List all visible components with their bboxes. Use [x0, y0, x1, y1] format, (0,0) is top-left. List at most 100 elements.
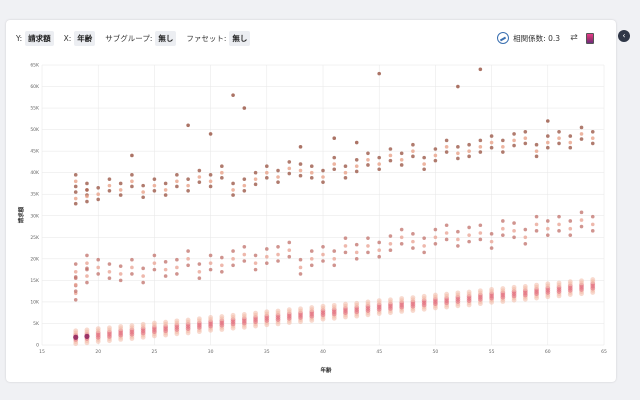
data-point	[220, 263, 224, 268]
data-point	[298, 162, 303, 166]
data-point	[399, 151, 404, 156]
y-tick-label: 40K	[30, 170, 40, 176]
data-point	[95, 326, 101, 332]
data-point	[163, 267, 168, 272]
data-point	[456, 229, 460, 234]
data-point	[265, 261, 269, 265]
data-point	[411, 246, 415, 250]
data-point	[455, 290, 461, 296]
data-point	[309, 305, 315, 310]
grid-lines	[41, 64, 605, 346]
data-point	[107, 269, 112, 274]
data-point	[208, 315, 214, 320]
data-point	[422, 155, 426, 160]
data-point	[265, 164, 269, 169]
x-tick-label: 60	[545, 349, 551, 355]
subgroup-value[interactable]: 無し	[155, 30, 177, 46]
data-point	[287, 171, 292, 176]
color-scale-icon[interactable]	[586, 32, 594, 44]
data-point	[399, 157, 404, 162]
y-tick-label: 5K	[33, 321, 40, 327]
y-tick-label: 60K	[30, 84, 40, 90]
data-point	[197, 269, 202, 274]
data-point	[73, 282, 78, 287]
data-point	[590, 129, 595, 134]
data-point	[141, 195, 145, 200]
data-point	[175, 173, 179, 177]
data-point	[107, 262, 112, 266]
data-point	[321, 180, 325, 184]
data-point	[118, 264, 123, 268]
data-point	[546, 140, 550, 145]
data-point	[107, 276, 112, 281]
data-point	[152, 253, 157, 258]
data-point	[354, 257, 359, 261]
data-point	[467, 149, 471, 153]
data-point	[85, 253, 89, 258]
facet-label: ファセット:	[186, 33, 227, 43]
data-point	[512, 229, 516, 233]
facet-selector[interactable]: ファセット: 無し	[186, 30, 251, 46]
data-point	[152, 188, 157, 193]
data-point	[286, 307, 292, 313]
data-point	[467, 225, 471, 230]
x-tick-label: 40	[320, 349, 326, 355]
data-point	[534, 222, 539, 227]
data-point	[433, 147, 438, 151]
x-axis-value[interactable]: 年齢	[74, 30, 96, 46]
data-point	[411, 239, 415, 244]
data-point	[331, 302, 337, 308]
data-point	[163, 274, 168, 278]
data-point	[130, 272, 134, 276]
data-point	[118, 188, 123, 192]
data-point	[298, 265, 303, 270]
data-point	[478, 145, 483, 149]
y-axis-value[interactable]: 請求額	[25, 30, 54, 46]
data-point	[546, 233, 550, 237]
data-point	[186, 177, 190, 181]
data-point	[421, 293, 427, 299]
data-point	[433, 292, 438, 298]
data-point	[456, 84, 460, 89]
data-point	[388, 234, 393, 238]
data-point	[242, 252, 247, 257]
data-point	[478, 223, 483, 228]
x-tick-label: 55	[489, 349, 495, 355]
data-point	[85, 267, 89, 272]
data-point	[478, 67, 483, 72]
data-point	[500, 286, 506, 291]
data-point	[332, 263, 337, 268]
data-point	[220, 170, 224, 175]
correlation-icon[interactable]	[497, 32, 510, 44]
data-point	[253, 253, 258, 258]
data-point	[287, 166, 292, 171]
data-point	[365, 299, 371, 305]
scatter-plot: 0 5K 10K 15K 20K 25K 30K 35K 40K 45K 50K 55K 60K 65K 1…	[17, 63, 607, 375]
facet-value[interactable]: 無し	[229, 30, 251, 46]
x-axis-selector[interactable]: X: 年齢	[64, 30, 96, 46]
data-point	[321, 252, 325, 257]
data-point	[377, 155, 382, 160]
data-point	[320, 303, 326, 309]
data-point	[208, 261, 213, 265]
y-axis-selector[interactable]: Y: 請求額	[16, 30, 54, 46]
data-point	[118, 272, 123, 276]
subgroup-selector[interactable]: サブグループ: 無し	[105, 30, 177, 46]
data-point	[73, 184, 78, 189]
data-point	[534, 282, 539, 288]
data-point	[444, 223, 449, 228]
data-point	[567, 279, 573, 285]
data-point	[444, 150, 449, 154]
x-tick-label: 15	[39, 349, 45, 355]
data-point	[276, 252, 280, 257]
data-point	[276, 259, 280, 263]
chevron-left-icon[interactable]: ‹	[618, 30, 630, 42]
data-point	[118, 181, 123, 186]
swap-axes-icon[interactable]: ⇄	[570, 33, 578, 43]
data-point	[377, 162, 382, 166]
data-point	[433, 241, 438, 246]
data-point	[466, 289, 472, 295]
data-point	[208, 184, 213, 189]
data-point	[433, 158, 438, 163]
data-point	[456, 151, 460, 156]
